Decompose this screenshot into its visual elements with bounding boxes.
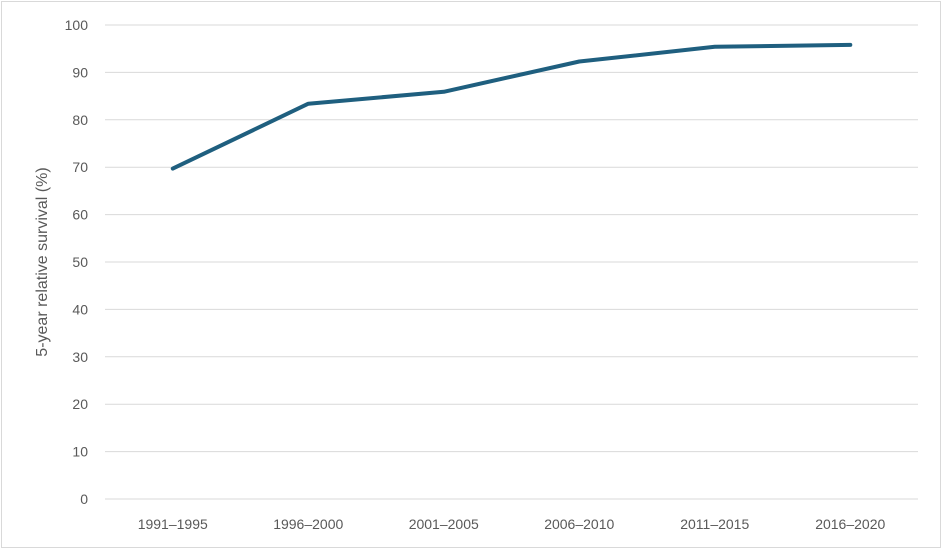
x-axis-ticks: 1991–1995 1996–2000 2001–2005 2006–2010 2011… [138, 516, 886, 532]
y-tick-label: 30 [72, 349, 88, 365]
y-tick-label: 80 [72, 112, 88, 128]
y-tick-label: 70 [72, 159, 88, 175]
x-tick-label: 2006–2010 [544, 516, 614, 532]
y-tick-label: 90 [72, 64, 88, 80]
y-tick-label: 50 [72, 254, 88, 270]
y-tick-label: 0 [80, 491, 88, 507]
y-axis-ticks: 0 10 20 30 40 50 60 70 80 90 100 [65, 17, 89, 507]
x-tick-label: 2011–2015 [680, 516, 749, 532]
x-tick-label: 2016–2020 [815, 516, 885, 532]
y-tick-label: 20 [72, 396, 88, 412]
gridlines [105, 24, 918, 500]
series-line [170, 42, 853, 171]
y-axis-label: 5-year relative survival (%) [34, 167, 51, 356]
y-tick-label: 60 [72, 207, 88, 223]
x-tick-label: 1996–2000 [273, 516, 343, 532]
y-tick-label: 100 [65, 17, 89, 33]
x-tick-label: 1991–1995 [138, 516, 208, 532]
y-tick-label: 10 [72, 444, 88, 460]
x-tick-label: 2001–2005 [409, 516, 479, 532]
y-tick-label: 40 [72, 301, 88, 317]
